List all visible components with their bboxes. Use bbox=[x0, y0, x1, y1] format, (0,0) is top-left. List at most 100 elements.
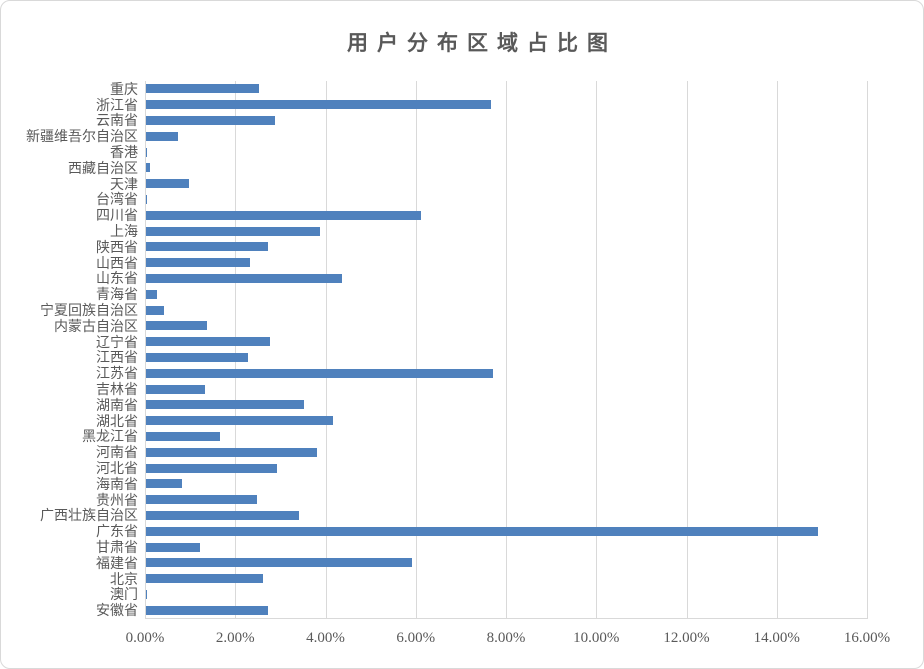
bar-row bbox=[146, 302, 868, 318]
bar bbox=[146, 352, 248, 362]
bar-row bbox=[146, 113, 868, 129]
category-label: 福建省 bbox=[96, 554, 138, 571]
bar bbox=[146, 289, 158, 299]
bar-row bbox=[146, 571, 868, 587]
bar-row bbox=[146, 207, 868, 223]
bar-row bbox=[146, 81, 868, 97]
bar bbox=[146, 558, 413, 568]
bar-row bbox=[146, 523, 868, 539]
value-tick-label: 4.00% bbox=[306, 630, 345, 646]
bar bbox=[146, 226, 320, 236]
category-label: 安徽省 bbox=[96, 602, 138, 619]
category-label: 云南省 bbox=[96, 112, 138, 129]
bar-row bbox=[146, 97, 868, 113]
category-label: 湖南省 bbox=[96, 396, 138, 413]
category-label: 内蒙古自治区 bbox=[54, 317, 138, 334]
bar bbox=[146, 321, 207, 331]
value-tick-label: 14.00% bbox=[753, 630, 800, 646]
bar-row bbox=[146, 318, 868, 334]
category-label: 北京 bbox=[110, 570, 138, 587]
category-label: 重庆 bbox=[110, 80, 138, 97]
bar bbox=[146, 273, 343, 283]
category-label: 山西省 bbox=[96, 254, 138, 271]
category-label: 宁夏回族自治区 bbox=[40, 302, 138, 319]
bar-row bbox=[146, 192, 868, 208]
bar-row bbox=[146, 255, 868, 271]
category-label: 青海省 bbox=[96, 286, 138, 303]
category-label: 湖北省 bbox=[96, 412, 138, 429]
category-label: 江苏省 bbox=[96, 365, 138, 382]
bar bbox=[146, 400, 304, 410]
gridline bbox=[325, 81, 327, 618]
bar-row bbox=[146, 381, 868, 397]
plot-area bbox=[145, 81, 868, 619]
bar bbox=[146, 495, 257, 505]
category-label: 新疆维吾尔自治区 bbox=[26, 128, 138, 145]
bar-row bbox=[146, 444, 868, 460]
gridline bbox=[867, 81, 868, 618]
value-tick-label: 0.00% bbox=[125, 630, 165, 646]
bar-row bbox=[146, 239, 868, 255]
chart-title: 用户分布区域占比图 bbox=[347, 32, 617, 55]
category-label: 台湾省 bbox=[96, 191, 138, 208]
category-label: 山东省 bbox=[96, 270, 138, 287]
bar bbox=[146, 447, 318, 457]
bar bbox=[146, 258, 250, 268]
bar bbox=[146, 605, 268, 615]
gridline bbox=[506, 81, 507, 618]
category-label: 香港 bbox=[110, 144, 138, 161]
bar-row bbox=[146, 176, 868, 192]
bar bbox=[146, 479, 183, 489]
category-label: 陕西省 bbox=[96, 238, 138, 255]
bar-row bbox=[146, 286, 868, 302]
gridline bbox=[596, 81, 598, 618]
bar-row bbox=[146, 555, 868, 571]
category-label: 辽宁省 bbox=[96, 333, 138, 350]
bar bbox=[146, 84, 259, 94]
bar bbox=[146, 526, 819, 536]
bar-row bbox=[146, 160, 868, 176]
value-tick-label: 8.00% bbox=[486, 630, 526, 646]
category-label: 西藏自治区 bbox=[68, 159, 138, 176]
bar bbox=[146, 163, 150, 173]
category-axis: 重庆 浙江省 云南省 新疆维吾尔自治区 香港 西藏自治区 天津 台湾省 四川省 上海 陕西省 山西省山… bbox=[1, 81, 138, 618]
bar-row bbox=[146, 429, 868, 445]
value-tick-label: 16.00% bbox=[843, 630, 891, 646]
bar bbox=[146, 431, 221, 441]
category-label: 海南省 bbox=[96, 475, 138, 492]
category-label: 吉林省 bbox=[96, 381, 138, 398]
category-label: 河南省 bbox=[96, 444, 138, 461]
bar-row bbox=[146, 128, 868, 144]
bar-row bbox=[146, 539, 868, 555]
category-label: 甘肃省 bbox=[96, 539, 138, 555]
bar-row bbox=[146, 365, 868, 381]
value-tick-label: 6.00% bbox=[396, 630, 436, 646]
category-label: 江西省 bbox=[96, 349, 138, 366]
bar-series bbox=[146, 81, 868, 618]
bar bbox=[146, 574, 264, 584]
bar-row bbox=[146, 476, 868, 492]
bar-row bbox=[146, 602, 868, 618]
gridline bbox=[686, 81, 688, 618]
bar bbox=[146, 510, 300, 520]
bar bbox=[146, 115, 275, 125]
bar-row bbox=[146, 397, 868, 413]
bar-row bbox=[146, 334, 868, 350]
value-tick-label: 12.00% bbox=[663, 630, 710, 646]
bar-row bbox=[146, 144, 868, 160]
bar bbox=[146, 147, 148, 157]
gridline bbox=[776, 81, 778, 618]
bar bbox=[146, 305, 165, 315]
bar-row bbox=[146, 587, 868, 603]
bar-row bbox=[146, 271, 868, 287]
category-label: 澳门 bbox=[110, 586, 138, 603]
bar-row bbox=[146, 350, 868, 366]
category-label: 上海 bbox=[110, 223, 138, 240]
bar-row bbox=[146, 413, 868, 429]
bar bbox=[146, 542, 201, 552]
category-label: 广东省 bbox=[96, 523, 138, 540]
category-label: 黑龙江省 bbox=[82, 428, 138, 445]
category-label: 广西壮族自治区 bbox=[40, 507, 138, 524]
value-axis: 0.00% 2.00% 4.00% 6.00% 8.00% 10.00% 12.00% 14.… bbox=[126, 630, 891, 654]
